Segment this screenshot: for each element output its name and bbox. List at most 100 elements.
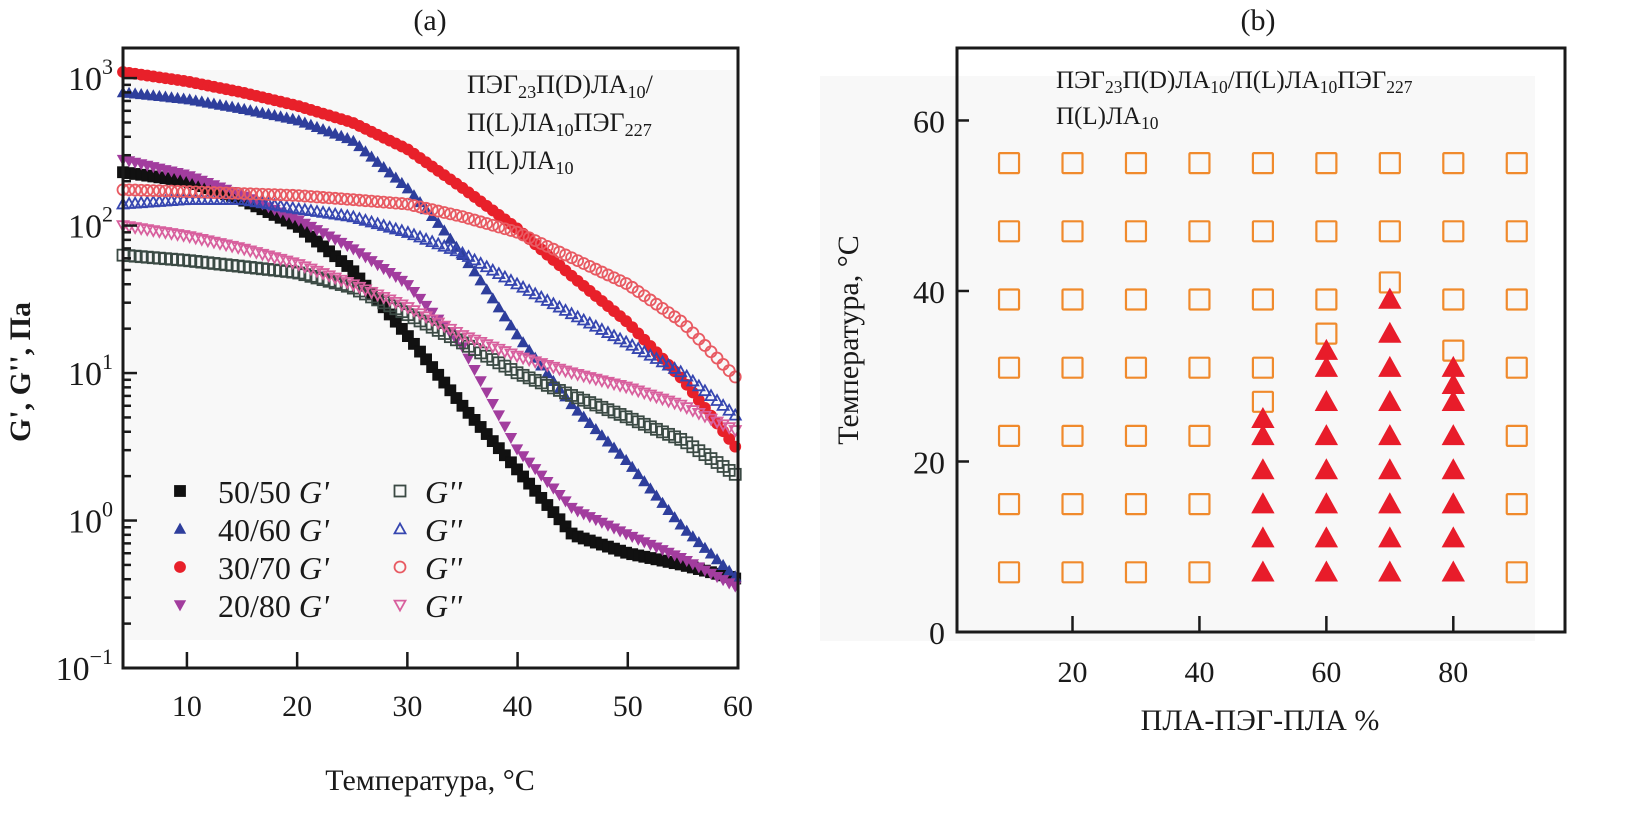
data-point bbox=[997, 151, 1021, 175]
data-point bbox=[704, 547, 718, 559]
series-sol bbox=[997, 151, 1528, 584]
data-point bbox=[692, 536, 706, 548]
data-point bbox=[1124, 220, 1148, 243]
data-point bbox=[516, 279, 531, 293]
data-point bbox=[559, 248, 572, 262]
data-point bbox=[383, 196, 397, 210]
data-point bbox=[1505, 356, 1528, 379]
data-point bbox=[413, 200, 427, 214]
data-point bbox=[455, 245, 470, 259]
data-point bbox=[468, 364, 481, 377]
data-point bbox=[467, 252, 482, 266]
data-point bbox=[304, 190, 318, 203]
data-point bbox=[516, 336, 530, 348]
data-point bbox=[522, 231, 536, 245]
data-point bbox=[432, 368, 445, 381]
data-point bbox=[347, 134, 360, 146]
data-point bbox=[1378, 458, 1402, 480]
data-point bbox=[1441, 492, 1465, 514]
data-point bbox=[588, 319, 603, 332]
data-point bbox=[540, 239, 554, 253]
data-point bbox=[407, 287, 421, 299]
data-point bbox=[346, 209, 361, 223]
x-tick-label: 40 bbox=[1184, 656, 1214, 689]
data-point bbox=[570, 309, 585, 323]
data-point bbox=[347, 265, 360, 278]
data-point bbox=[613, 274, 627, 288]
data-point bbox=[1441, 372, 1465, 394]
series-group bbox=[115, 66, 743, 593]
data-point bbox=[479, 259, 494, 273]
data-point bbox=[431, 204, 445, 218]
y-tick-label: 100 bbox=[68, 497, 113, 541]
data-point bbox=[1505, 288, 1528, 311]
series-40-60-g- bbox=[116, 86, 742, 582]
data-point bbox=[997, 493, 1021, 516]
data-point bbox=[600, 325, 615, 338]
data-point bbox=[486, 218, 500, 232]
data-point bbox=[456, 399, 469, 412]
data-point bbox=[504, 319, 518, 331]
data-point bbox=[1441, 389, 1465, 412]
data-point bbox=[576, 312, 591, 326]
y-axis-label: G', G'', Па bbox=[4, 302, 37, 442]
data-point bbox=[631, 341, 646, 354]
legend-label: 30/70 G' bbox=[218, 550, 330, 586]
data-point bbox=[383, 166, 396, 178]
data-point bbox=[607, 271, 621, 285]
data-point bbox=[492, 410, 506, 422]
data-point bbox=[322, 205, 337, 219]
data-point bbox=[443, 241, 458, 254]
legend-marker bbox=[174, 485, 186, 497]
data-point bbox=[213, 186, 227, 200]
x-axis-ticks: 10 20 30 40 50 60 bbox=[172, 652, 753, 723]
data-point bbox=[1124, 493, 1148, 516]
data-point bbox=[431, 236, 446, 250]
data-point bbox=[1188, 356, 1211, 379]
data-point bbox=[503, 273, 518, 286]
legend-marker bbox=[174, 561, 186, 573]
data-point bbox=[468, 414, 481, 426]
data-point bbox=[279, 199, 294, 213]
data-point bbox=[1061, 424, 1084, 448]
series-20-80-g- bbox=[115, 220, 743, 438]
data-point bbox=[516, 451, 530, 463]
data-point bbox=[406, 305, 421, 318]
data-point bbox=[547, 506, 560, 519]
data-point bbox=[1061, 561, 1084, 584]
data-point bbox=[1188, 151, 1211, 175]
data-point bbox=[255, 195, 270, 209]
data-point bbox=[401, 197, 415, 211]
data-point bbox=[334, 192, 348, 206]
data-point bbox=[437, 206, 451, 219]
data-point bbox=[703, 388, 719, 401]
data-point bbox=[1124, 561, 1148, 584]
data-point bbox=[546, 296, 561, 310]
data-point bbox=[237, 187, 251, 201]
data-point bbox=[1441, 560, 1465, 582]
data-point bbox=[680, 524, 693, 536]
series-30-70-g- bbox=[116, 183, 742, 384]
data-point bbox=[371, 155, 384, 167]
data-point bbox=[425, 314, 440, 328]
legend-label: G'' bbox=[425, 474, 463, 510]
legend-label: 50/50 G' bbox=[218, 474, 330, 510]
data-point bbox=[395, 176, 409, 188]
y-axis-ticks: 10−1 100 101 102 103 bbox=[56, 54, 137, 688]
data-point bbox=[577, 410, 590, 422]
data-point bbox=[1188, 424, 1211, 448]
y-tick-label: 20 bbox=[913, 444, 945, 480]
data-point bbox=[480, 283, 493, 295]
data-point bbox=[997, 288, 1021, 311]
data-point bbox=[643, 347, 658, 361]
data-point bbox=[1251, 356, 1275, 379]
data-point bbox=[413, 229, 428, 243]
data-point bbox=[1251, 407, 1275, 429]
series-30-70-g- bbox=[117, 66, 742, 453]
data-point bbox=[310, 190, 324, 204]
data-point bbox=[1378, 287, 1402, 309]
data-point bbox=[419, 311, 434, 325]
data-point bbox=[316, 191, 330, 204]
data-point bbox=[152, 184, 166, 198]
data-point bbox=[613, 331, 628, 345]
